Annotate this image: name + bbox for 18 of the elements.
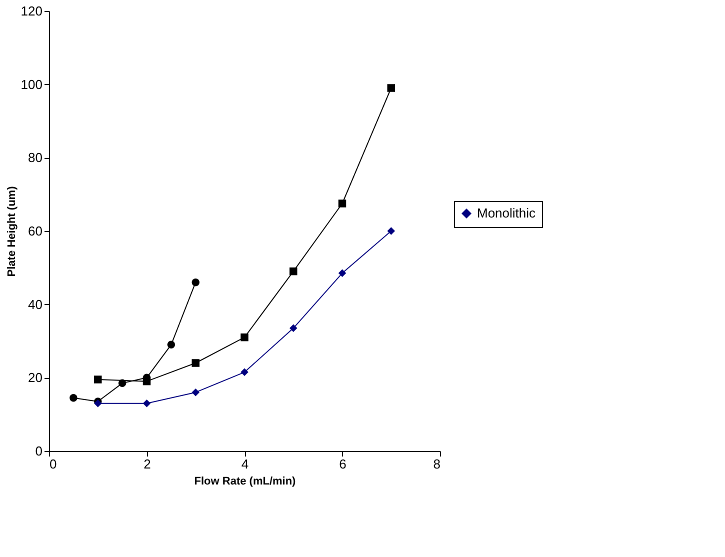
legend-label: Monolithic [477, 206, 536, 220]
y-tick-label: 120 [20, 4, 42, 18]
x-axis-title: Flow Rate (mL/min) [194, 476, 296, 488]
y-tick-label: 40 [28, 296, 42, 312]
x-tick-label: 0 [50, 456, 57, 472]
x-tick-label: 6 [339, 456, 346, 472]
y-tick-label: 100 [20, 76, 42, 92]
point [94, 376, 102, 384]
x-tick-label: 8 [433, 456, 440, 472]
y-tick-label: 60 [28, 224, 42, 238]
point [387, 84, 395, 92]
point [70, 394, 78, 402]
x-tick-label: 4 [241, 456, 249, 472]
x-tick-label: 2 [144, 456, 151, 472]
y-axis-title: Plate Height (um) [6, 186, 18, 277]
y-tick-label: 0 [35, 444, 42, 458]
y-tick-label: 80 [28, 150, 42, 166]
y-tick-label: 20 [28, 370, 42, 386]
